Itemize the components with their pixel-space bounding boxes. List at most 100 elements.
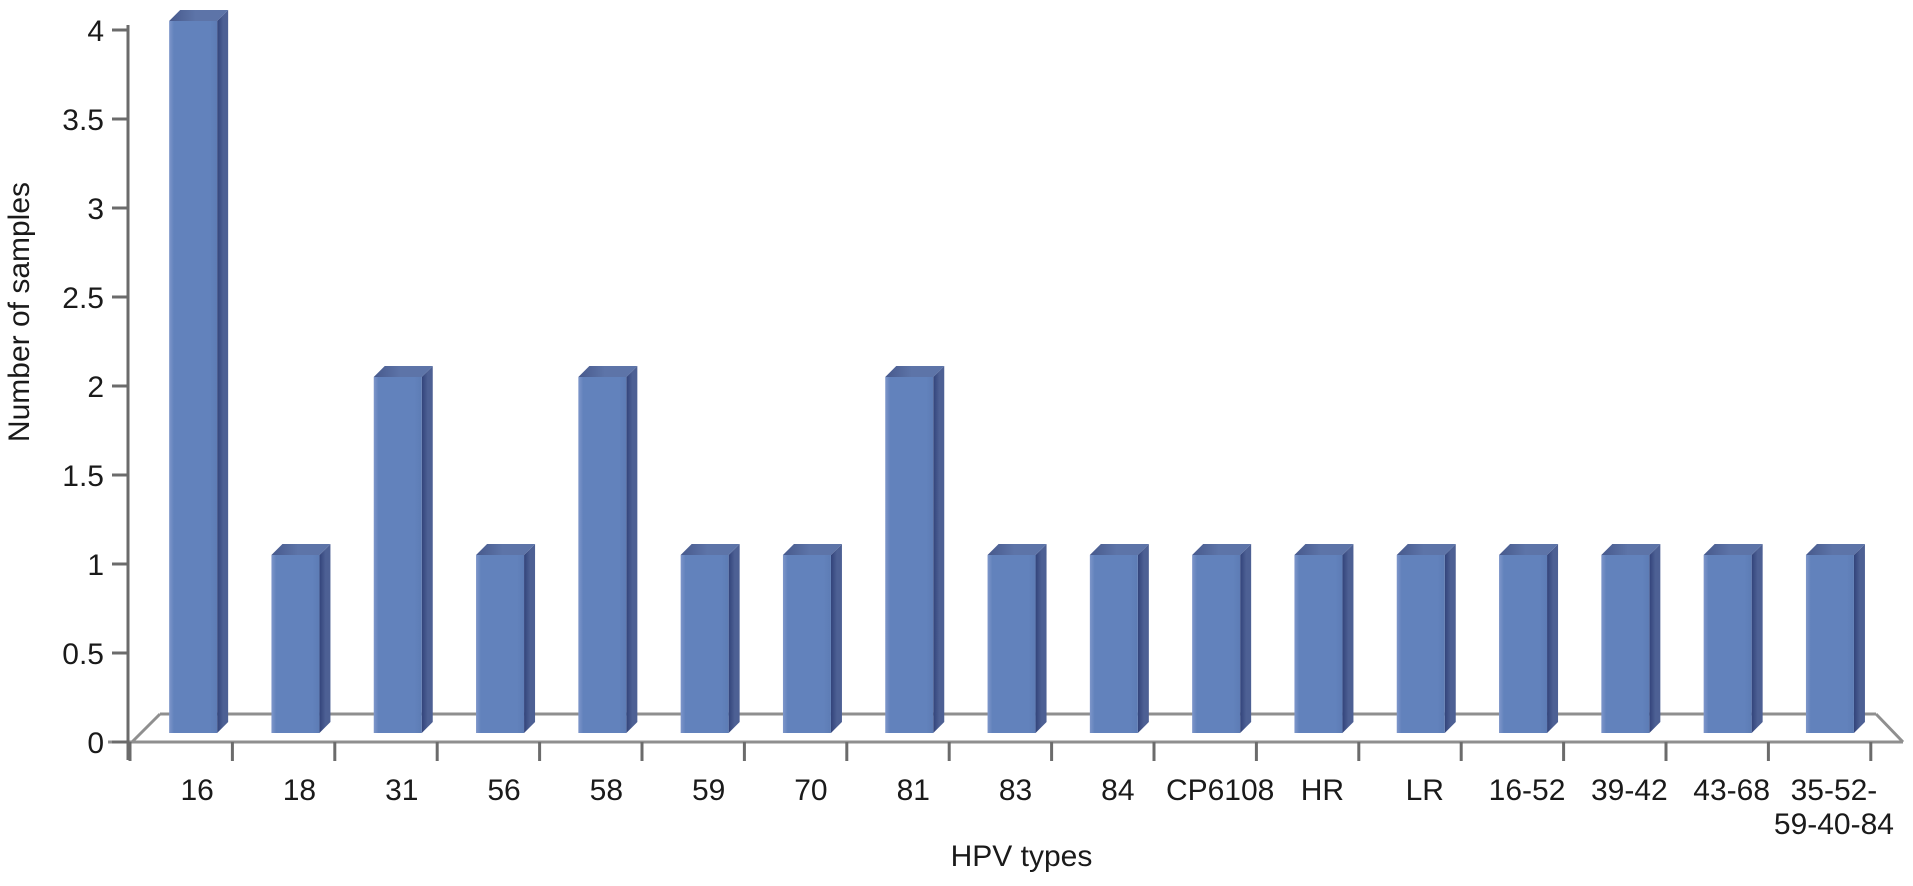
- bar-front-face: [169, 21, 218, 733]
- bar-side-face: [1547, 544, 1559, 733]
- bar-front-face: [373, 377, 422, 733]
- bar-top-face: [1089, 544, 1149, 555]
- bar-top-face: [1499, 544, 1559, 555]
- bar-front-face: [1601, 555, 1650, 733]
- x-category-label: 31: [385, 774, 418, 807]
- x-category-label: 35-52-59-40-84: [1774, 774, 1894, 841]
- y-tick-label: 1.5: [62, 460, 104, 493]
- y-tick-label: 4: [87, 15, 104, 48]
- bar-front-face: [578, 377, 627, 733]
- bar-top-face: [885, 366, 945, 377]
- y-tick-label: 2: [87, 371, 104, 404]
- bar-front-face: [782, 555, 831, 733]
- bar-side-face: [1137, 544, 1149, 733]
- bars: [169, 10, 1865, 733]
- bar-side-face: [319, 544, 331, 733]
- bar-top-face: [1294, 544, 1354, 555]
- bar-front-face: [1192, 555, 1241, 733]
- bar-top-face: [1601, 544, 1661, 555]
- bar-top-face: [1396, 544, 1456, 555]
- x-category-label: 39-42: [1591, 774, 1668, 807]
- bar-top-face: [1703, 544, 1763, 555]
- bar-side-face: [933, 366, 945, 733]
- bar-58: [578, 366, 638, 733]
- bar-16: [169, 10, 229, 733]
- bar-front-face: [885, 377, 934, 733]
- x-category-label: 16-52: [1489, 774, 1566, 807]
- bar-top-face: [271, 544, 331, 555]
- bar-43-68: [1703, 544, 1763, 733]
- y-tick-label: 3.5: [62, 104, 104, 137]
- bar-top-face: [1192, 544, 1252, 555]
- bar-CP6108: [1192, 544, 1252, 733]
- x-category-label: 59: [692, 774, 725, 807]
- bar-83: [987, 544, 1047, 733]
- bar-18: [271, 544, 331, 733]
- bar-front-face: [987, 555, 1036, 733]
- x-category-label: LR: [1406, 774, 1444, 807]
- bar-front-face: [1089, 555, 1138, 733]
- bar-side-face: [1853, 544, 1865, 733]
- bar-top-face: [476, 544, 536, 555]
- bar-side-face: [830, 544, 842, 733]
- bar-81: [885, 366, 945, 733]
- bar-front-face: [1499, 555, 1548, 733]
- bar-top-face: [987, 544, 1047, 555]
- bar-side-face: [1035, 544, 1047, 733]
- bar-70: [782, 544, 842, 733]
- bar-front-face: [680, 555, 729, 733]
- x-category-label: 16: [180, 774, 213, 807]
- bar-side-face: [728, 544, 740, 733]
- bar-84: [1089, 544, 1149, 733]
- bar-side-face: [217, 10, 229, 733]
- x-category-label: 70: [794, 774, 827, 807]
- x-category-label: 18: [283, 774, 316, 807]
- bar-front-face: [271, 555, 320, 733]
- bar-top-face: [1805, 544, 1865, 555]
- bar-56: [476, 544, 536, 733]
- bar-front-face: [1703, 555, 1752, 733]
- x-category-label: CP6108: [1166, 774, 1274, 807]
- y-tick-label: 1: [87, 549, 104, 582]
- x-category-label: HR: [1301, 774, 1344, 807]
- bar-35-52-59-40-84: [1805, 544, 1865, 733]
- bar-side-face: [1444, 544, 1456, 733]
- bar-side-face: [1240, 544, 1252, 733]
- bar-LR: [1396, 544, 1456, 733]
- bar-59: [680, 544, 740, 733]
- bar-16-52: [1499, 544, 1559, 733]
- bar-front-face: [1294, 555, 1343, 733]
- y-axis: 0 0.5 1 1.5 2 2.5 3 3.5 4: [62, 15, 130, 760]
- x-axis: 16 18 31 56 58 59 70 81 83 84 CP6108 HR LR 16-52 39-42…: [128, 742, 1894, 841]
- bar-side-face: [421, 366, 433, 733]
- bar-top-face: [169, 10, 229, 21]
- bar-front-face: [476, 555, 525, 733]
- x-category-label: 43-68: [1693, 774, 1770, 807]
- x-category-label: 58: [590, 774, 623, 807]
- bar-HR: [1294, 544, 1354, 733]
- bar-front-face: [1805, 555, 1854, 733]
- bar-side-face: [626, 366, 638, 733]
- y-tick-label: 2.5: [62, 282, 104, 315]
- y-tick-label: 0.5: [62, 638, 104, 671]
- y-tick-label: 3: [87, 193, 104, 226]
- bar-side-face: [1649, 544, 1661, 733]
- x-category-label: 81: [897, 774, 930, 807]
- x-axis-title: HPV types: [950, 840, 1093, 873]
- bar-side-face: [1342, 544, 1354, 733]
- x-category-label: 83: [999, 774, 1032, 807]
- bar-top-face: [578, 366, 638, 377]
- bar-front-face: [1396, 555, 1445, 733]
- bar-side-face: [1751, 544, 1763, 733]
- y-tick-label: 0: [87, 727, 104, 760]
- bar-top-face: [680, 544, 740, 555]
- y-axis-title: Number of samples: [3, 181, 36, 443]
- bar-39-42: [1601, 544, 1661, 733]
- bar-top-face: [373, 366, 433, 377]
- x-category-label: 56: [487, 774, 520, 807]
- bar-side-face: [524, 544, 536, 733]
- bar-31: [373, 366, 433, 733]
- bar-top-face: [782, 544, 842, 555]
